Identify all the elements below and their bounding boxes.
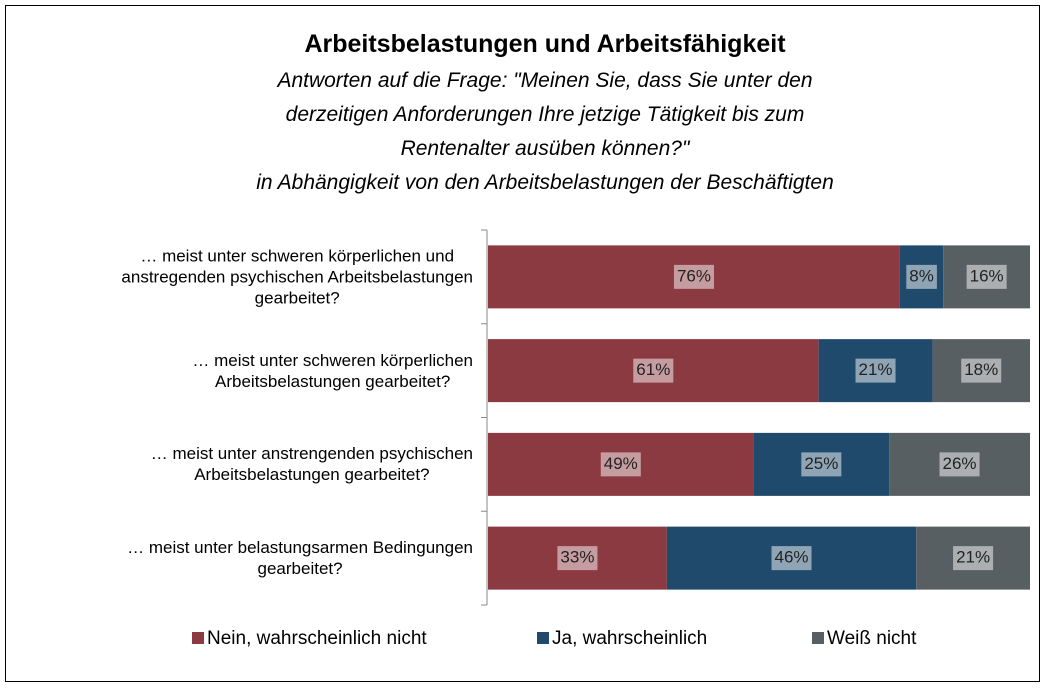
legend-swatch <box>192 632 204 644</box>
value-label: 25% <box>804 454 838 473</box>
value-label-bg <box>557 546 598 571</box>
value-label-bg <box>906 264 937 289</box>
value-label: 33% <box>560 548 594 567</box>
legend-label: Ja, wahrscheinlich <box>552 628 707 649</box>
value-label-bg <box>600 452 641 477</box>
value-label: 46% <box>775 548 809 567</box>
value-label-bg <box>855 358 896 383</box>
category-label: … meist unter anstrengenden psychischen … <box>150 444 473 485</box>
chart-subtitle: Antworten auf die Frage: "Meinen Sie, da… <box>256 69 834 194</box>
value-label-bg <box>961 358 1002 383</box>
value-label-bg <box>966 264 1007 289</box>
value-label: 8% <box>909 266 934 285</box>
value-label: 76% <box>677 266 711 285</box>
value-label: 26% <box>943 454 977 473</box>
value-label: 18% <box>964 360 998 379</box>
value-label: 21% <box>859 360 893 379</box>
value-label: 21% <box>956 548 990 567</box>
value-label-bg <box>633 358 674 383</box>
value-label-bg <box>953 546 994 571</box>
value-label: 61% <box>636 360 670 379</box>
category-label: … meist unter schweren körperlichen Arbe… <box>192 350 473 391</box>
legend-swatch <box>812 632 824 644</box>
legend-label: Weiß nicht <box>827 628 917 649</box>
value-label-bg <box>673 264 714 289</box>
legend-swatch <box>537 632 549 644</box>
frame <box>5 5 1040 682</box>
value-label-bg <box>939 452 980 477</box>
value-label: 49% <box>604 454 638 473</box>
value-label-bg <box>801 452 842 477</box>
value-label-bg <box>771 546 812 571</box>
chart-title: Arbeitsbelastungen und Arbeitsfähigkeit <box>304 30 786 58</box>
value-label: 16% <box>970 266 1004 285</box>
category-label: … meist unter belastungsarmen Bedingunge… <box>127 538 473 579</box>
category-label: … meist unter schweren körperlichen und … <box>121 246 473 308</box>
legend-label: Nein, wahrscheinlich nicht <box>207 628 427 649</box>
